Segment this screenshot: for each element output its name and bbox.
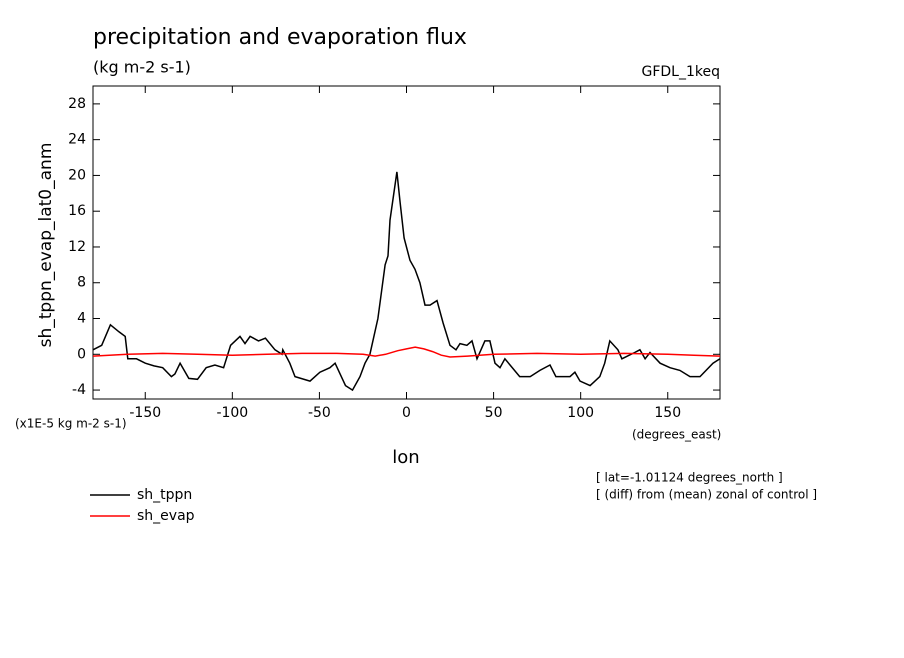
x-axis-label: lon: [392, 447, 419, 468]
y-units: (x1E-5 kg m-2 s-1): [15, 417, 127, 431]
y-tick-label: 28: [68, 96, 86, 112]
y-tick-label: 0: [77, 346, 86, 362]
plot-frame: [92, 85, 721, 400]
y-tick-label: 4: [77, 311, 86, 327]
x-tick-label: -150: [129, 405, 161, 421]
y-tick-label: 12: [68, 239, 86, 255]
y-axis-label: sh_tppn_evap_lat0_anm: [36, 143, 56, 348]
data-line: [92, 346, 721, 358]
x-tick-label: 100: [567, 405, 594, 421]
annotation: [ lat=-1.01124 degrees_north ]: [596, 471, 783, 485]
dataset-label: GFDL_1keq: [642, 64, 721, 80]
y-tick-label: 24: [68, 132, 86, 148]
data-line: [92, 171, 721, 392]
y-tick-label: 16: [68, 203, 86, 219]
x-tick-label: -50: [308, 405, 331, 421]
legend-label: sh_tppn: [137, 487, 192, 503]
x-units: (degrees_east): [632, 428, 721, 442]
legend-label: sh_evap: [137, 508, 195, 524]
annotation: [ (diff) from (mean) zonal of control ]: [596, 488, 817, 502]
x-tick-label: 50: [485, 405, 503, 421]
y-tick-label: -4: [72, 382, 86, 398]
x-tick-label: 0: [402, 405, 411, 421]
chart-title: precipitation and evaporation flux: [93, 25, 467, 50]
y-tick-label: 20: [68, 167, 86, 183]
chart-subtitle: (kg m-2 s-1): [93, 58, 191, 77]
x-tick-label: -100: [216, 405, 248, 421]
y-tick-label: 8: [77, 275, 86, 291]
x-tick-label: 150: [654, 405, 681, 421]
